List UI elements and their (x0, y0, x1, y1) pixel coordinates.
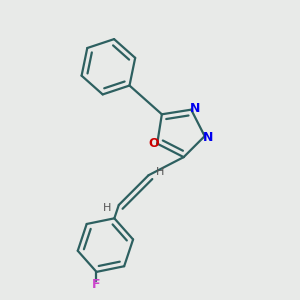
Text: H: H (103, 203, 112, 213)
Text: N: N (190, 102, 200, 115)
Text: N: N (203, 130, 213, 143)
Text: O: O (148, 136, 159, 149)
Text: H: H (156, 167, 164, 177)
Text: F: F (92, 278, 101, 291)
